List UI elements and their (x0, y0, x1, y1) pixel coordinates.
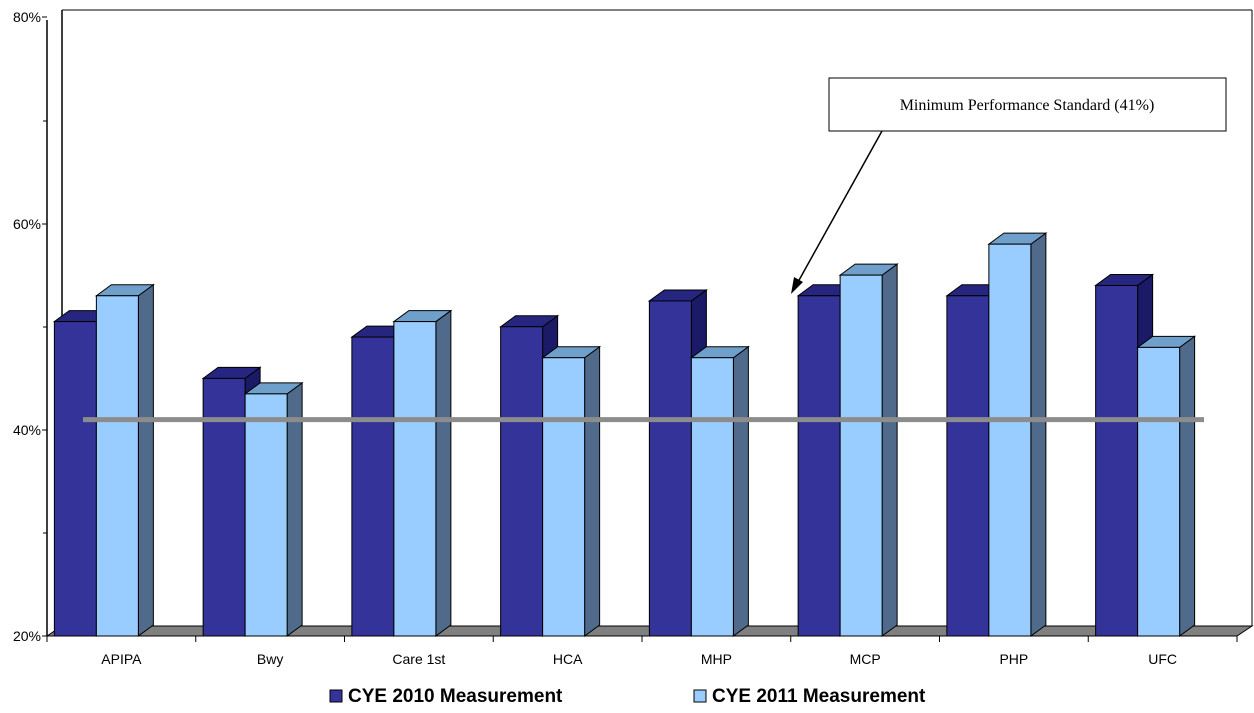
bar-front (1095, 284, 1139, 637)
bar-front (202, 377, 246, 637)
bar-side (435, 309, 452, 637)
callout: Minimum Performance Standard (41%) (791, 77, 1227, 294)
bar-side (1179, 335, 1196, 637)
legend-label-2010: CYE 2010 Measurement (348, 686, 563, 707)
y-axis-ticks: 20% 40% 60% 80% (13, 9, 47, 644)
legend-label-2011: CYE 2011 Measurement (712, 686, 926, 707)
bar (987, 232, 1048, 637)
y-tick-label: 80% (13, 9, 41, 25)
bar-front (988, 243, 1032, 637)
legend-swatch-2010 (329, 689, 343, 703)
x-category-label: Bwy (257, 651, 283, 667)
bar-front (244, 393, 288, 637)
bar-front (690, 357, 734, 637)
callout-arrow-line (797, 130, 883, 283)
x-category-label: MCP (850, 651, 881, 667)
x-category-label: HCA (553, 651, 583, 667)
bar (243, 381, 304, 637)
bar (541, 345, 602, 637)
callout-arrowhead (791, 277, 803, 294)
y-tick-label: 40% (13, 422, 41, 438)
x-category-label: APIPA (101, 651, 142, 667)
bar-front (648, 300, 692, 637)
bar-front (839, 274, 883, 637)
y-tick-label: 60% (13, 216, 41, 232)
bar-side (137, 283, 154, 637)
x-category-label: PHP (999, 651, 1028, 667)
bar-front (351, 336, 395, 637)
x-category-label: MHP (701, 651, 732, 667)
x-category-label: UFC (1148, 651, 1177, 667)
bar (838, 263, 899, 637)
legend-swatch-2011 (693, 689, 707, 703)
bar-front (393, 321, 437, 637)
bar-side (1030, 232, 1047, 637)
bar-front (797, 295, 841, 637)
bar-side (881, 263, 898, 637)
bar-side (732, 345, 749, 637)
x-axis-labels: APIPA Bwy Care 1st HCA MHP MCP PHP UFC (46, 636, 1238, 667)
bars (52, 232, 1197, 637)
y-tick-label: 20% (13, 628, 41, 644)
callout-label: Minimum Performance Standard (41%) (900, 97, 1155, 114)
x-category-label: Care 1st (392, 651, 445, 667)
legend: CYE 2010 Measurement CYE 2011 Measuremen… (329, 686, 926, 707)
bar-front (500, 326, 544, 637)
bar (94, 283, 155, 637)
bar-front (53, 321, 97, 637)
bar (392, 309, 453, 637)
bar-front (946, 295, 990, 637)
bar (689, 345, 750, 637)
bar-front (1137, 346, 1181, 637)
bar-front (95, 295, 139, 637)
bar (1136, 335, 1197, 637)
bar-side (584, 345, 601, 637)
bar-front (542, 357, 586, 637)
callout-box (828, 77, 1227, 132)
